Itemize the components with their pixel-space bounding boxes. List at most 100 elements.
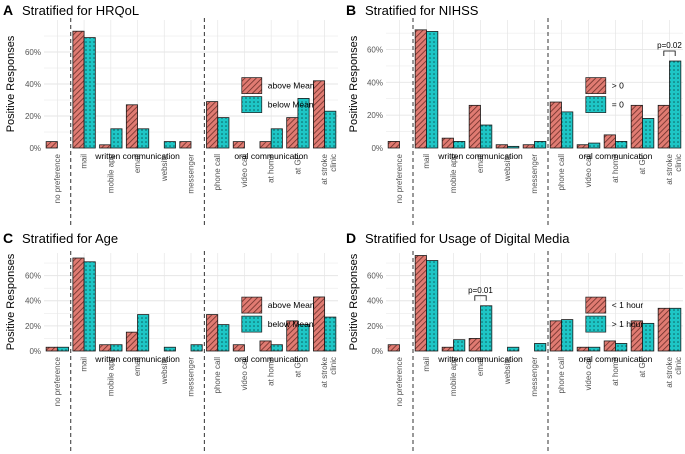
bar [468, 338, 481, 352]
bar [259, 141, 272, 149]
bar [669, 60, 682, 149]
panel-letter: C [3, 230, 13, 246]
x-category-label: at GP [638, 357, 647, 377]
bar [507, 145, 520, 149]
bar [588, 346, 601, 352]
legend-swatch [241, 296, 263, 314]
bar [657, 307, 670, 352]
y-axis-label: Positive Responses [5, 253, 17, 350]
bar [110, 128, 123, 149]
bar [179, 141, 192, 149]
bar [522, 144, 535, 149]
y-tick-label: 0% [371, 144, 383, 153]
bar [630, 104, 643, 149]
group-label-written: written communication [437, 151, 523, 161]
bar [453, 339, 466, 352]
bar [83, 261, 96, 352]
bar [549, 101, 562, 149]
bar [480, 305, 493, 352]
bar [72, 257, 85, 352]
bar [83, 37, 96, 149]
x-category-label: at stroke [320, 356, 329, 387]
bar [163, 346, 176, 352]
x-category-label: clinic [329, 357, 338, 375]
x-category-label: at home [267, 153, 276, 182]
y-tick-label: 40% [367, 297, 383, 306]
y-axis-label: Positive Responses [5, 35, 17, 132]
legend-label: below Mean [268, 319, 314, 329]
x-category-label: at GP [293, 357, 302, 377]
bar [297, 98, 310, 149]
legend-label: < 1 hour [612, 300, 644, 310]
bar [603, 340, 616, 352]
group-label-written: written communication [94, 354, 180, 364]
x-category-label: messenger [187, 357, 196, 397]
bar [387, 141, 400, 149]
p-value-label: p=0.02 [657, 41, 682, 50]
x-category-label: clinic [674, 154, 683, 172]
chart-panel-a: 0% 20% 40% 60% A Stratified for HRQoL Positive… [3, 2, 338, 227]
bar [534, 141, 547, 149]
y-tick-label: 60% [25, 272, 41, 281]
bar [232, 344, 245, 352]
x-category-label: website [160, 153, 169, 182]
bar [99, 344, 112, 352]
x-category-label: no preference [395, 356, 404, 406]
bar [56, 346, 69, 352]
y-tick-label: 60% [25, 48, 41, 57]
legend-label: above Mean [268, 300, 315, 310]
bar [190, 344, 203, 352]
legend-label: = 0 [612, 100, 624, 110]
chart-panel-d: 0% 20% 40% 60% D Stratified for Usage of Digi… [346, 230, 683, 454]
panel-letter: A [3, 2, 13, 18]
chart-panel-c: 0% 20% 40% 60% C Stratified for Age Positive R… [3, 230, 338, 454]
panel-title: Stratified for Age [22, 231, 118, 246]
y-tick-label: 20% [367, 111, 383, 120]
x-category-label: no preference [53, 153, 62, 203]
panel-letter: D [346, 230, 356, 246]
chart-panel-b: 0% 20% 40% 60% B Stratified for NIHSS Positive… [346, 2, 683, 227]
y-tick-label: 20% [367, 322, 383, 331]
bar [426, 31, 439, 149]
bar [270, 128, 283, 149]
panel-letter: B [346, 2, 356, 18]
bar [507, 346, 520, 352]
x-category-label: at home [611, 153, 620, 182]
x-category-label: at home [611, 356, 620, 385]
x-category-label: phone call [557, 154, 566, 191]
legend-swatch [585, 77, 607, 94]
bar [576, 144, 589, 149]
x-category-label: at stroke [320, 153, 329, 184]
group-label-oral: oral communication [234, 354, 308, 364]
x-category-label: phone call [213, 154, 222, 191]
significance-bracket [474, 295, 487, 301]
group-label-oral: oral communication [579, 354, 653, 364]
p-value-label: p=0.01 [468, 286, 493, 295]
x-category-label: at GP [638, 154, 647, 174]
bar [669, 307, 682, 352]
bar [324, 110, 337, 149]
x-category-label: mobile app [449, 356, 458, 396]
legend-swatch [585, 315, 607, 333]
y-tick-label: 20% [25, 112, 41, 121]
bar [313, 296, 326, 352]
bar [137, 128, 150, 149]
x-category-label: clinic [329, 154, 338, 172]
bar [163, 141, 176, 149]
bar [297, 324, 310, 352]
x-category-label: email [133, 154, 142, 173]
x-category-label: mobile app [106, 153, 115, 193]
x-category-label: video call [240, 357, 249, 391]
bar [561, 111, 574, 149]
x-category-label: email [476, 357, 485, 376]
y-axis-label: Positive Responses [348, 35, 360, 132]
x-category-label: mail [422, 357, 431, 372]
bar [137, 314, 150, 352]
bar [495, 144, 508, 149]
legend-label: below Mean [268, 100, 314, 110]
bar [232, 141, 245, 149]
bar [441, 346, 454, 352]
bar [453, 141, 466, 149]
bar [324, 316, 337, 352]
